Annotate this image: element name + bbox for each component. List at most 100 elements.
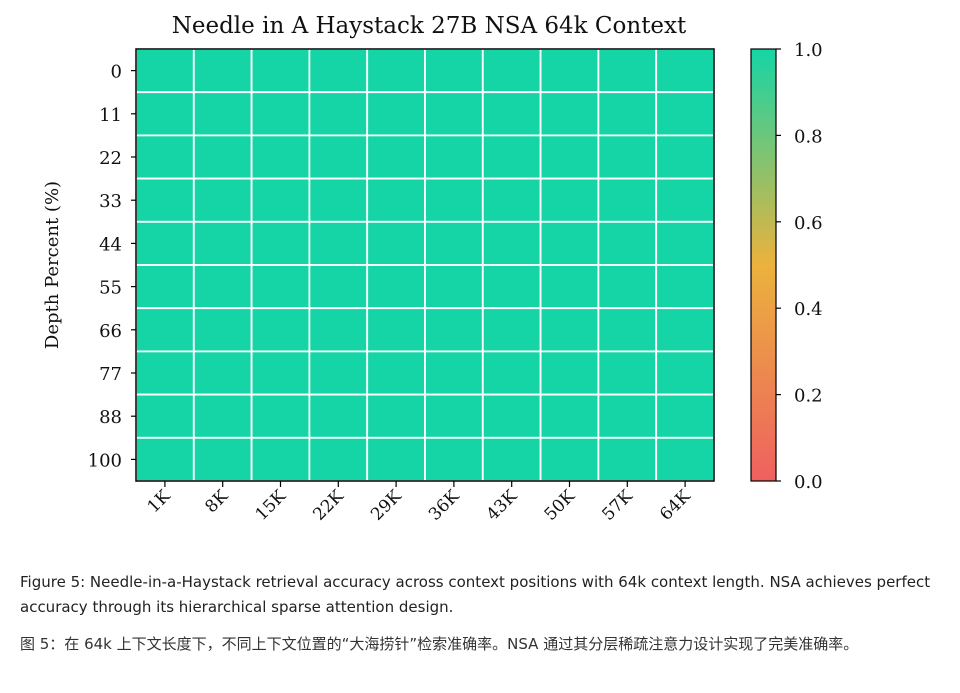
heatmap-cell xyxy=(539,307,600,353)
heatmap-cell xyxy=(539,350,600,396)
heatmap-cell xyxy=(655,48,715,94)
heatmap-cell xyxy=(597,48,658,94)
heatmap-cell xyxy=(308,177,369,223)
heatmap-cell xyxy=(424,264,484,310)
heatmap-cell xyxy=(135,350,195,396)
x-tick-label: 43K xyxy=(483,486,522,525)
heatmap-cell xyxy=(308,48,369,94)
heatmap-cell xyxy=(424,177,484,223)
x-tick-label: 50K xyxy=(541,486,580,525)
heatmap-cell xyxy=(366,436,426,482)
heatmap-cell xyxy=(655,177,715,223)
plot-frame xyxy=(135,48,715,482)
heatmap-cell xyxy=(135,134,195,180)
x-tick-label: 8K xyxy=(201,486,232,517)
heatmap-cell xyxy=(655,264,715,310)
heatmap-cell xyxy=(366,264,426,310)
y-tick-label: 22 xyxy=(99,148,122,169)
heatmap-cell xyxy=(250,264,311,310)
heatmap-cell xyxy=(192,264,253,310)
heatmap-cell xyxy=(655,91,715,137)
heatmap-cell xyxy=(655,393,715,439)
heatmap-cell xyxy=(597,307,658,353)
y-tick-label: 44 xyxy=(99,234,122,255)
heatmap-cell xyxy=(250,436,311,482)
heatmap-cell xyxy=(308,91,369,137)
heatmap-cell xyxy=(135,91,195,137)
y-tick-label: 33 xyxy=(99,191,122,212)
heatmap-cell xyxy=(424,350,484,396)
heatmap-cell xyxy=(366,307,426,353)
heatmap-cell xyxy=(481,220,542,266)
heatmap-cell xyxy=(481,436,542,482)
heatmap-cell xyxy=(424,91,484,137)
heatmap-cell xyxy=(192,134,253,180)
heatmap-cell xyxy=(250,91,311,137)
figure-caption-chinese: 图 5：在 64k 上下文长度下，不同上下文位置的“大海捞针”检索准确率。NSA… xyxy=(20,635,859,653)
heatmap-cell xyxy=(597,436,658,482)
chart-title: Needle in A Haystack 27B NSA 64k Context xyxy=(172,13,687,39)
heatmap-cell xyxy=(308,264,369,310)
heatmap-cell xyxy=(308,307,369,353)
heatmap-cell xyxy=(539,177,600,223)
heatmap-cell xyxy=(308,350,369,396)
heatmap-cell xyxy=(192,436,253,482)
heatmap-cell xyxy=(481,48,542,94)
heatmap-cell xyxy=(366,91,426,137)
heatmap-cell xyxy=(135,220,195,266)
heatmap-cell xyxy=(250,220,311,266)
heatmap-cell xyxy=(366,350,426,396)
heatmap-cell xyxy=(597,350,658,396)
heatmap-cell xyxy=(424,134,484,180)
heatmap-cell xyxy=(135,264,195,310)
heatmap-cell xyxy=(539,48,600,94)
x-tick-label: 36K xyxy=(425,486,464,525)
figure-caption-english: Figure 5: Needle-in-a-Haystack retrieval… xyxy=(20,573,931,616)
y-tick-label: 55 xyxy=(99,278,122,299)
heatmap-cell xyxy=(539,393,600,439)
x-tick-label: 1K xyxy=(144,486,175,517)
heatmap-cell xyxy=(597,264,658,310)
y-axis: 0 11 22 33 44 55 66 77 88 100 xyxy=(88,62,136,471)
colorbar-tick-label: 0.2 xyxy=(794,386,823,407)
heatmap-cell xyxy=(308,220,369,266)
heatmap-figure: Needle in A Haystack 27B NSA 64k Context… xyxy=(42,13,823,525)
heatmap-cell xyxy=(192,220,253,266)
heatmap-cell xyxy=(481,307,542,353)
heatmap-cell xyxy=(366,134,426,180)
heatmap-cell xyxy=(192,177,253,223)
heatmap-cell xyxy=(366,220,426,266)
heatmap-cell xyxy=(481,350,542,396)
heatmap-cell xyxy=(192,350,253,396)
heatmap-cell xyxy=(366,393,426,439)
heatmap-cell xyxy=(481,177,542,223)
heatmap-cell xyxy=(192,91,253,137)
heatmap-cell xyxy=(135,307,195,353)
heatmap-cell xyxy=(539,264,600,310)
heatmap-cell xyxy=(135,436,195,482)
heatmap-cell xyxy=(192,48,253,94)
heatmap-cell xyxy=(308,134,369,180)
x-tick-label: 22K xyxy=(309,486,348,525)
heatmap-cell xyxy=(424,220,484,266)
x-tick-label: 15K xyxy=(252,486,291,525)
heatmap-cell xyxy=(366,48,426,94)
colorbar-tick-label: 0.6 xyxy=(794,213,823,234)
heatmap-cell xyxy=(424,436,484,482)
heatmap-cell xyxy=(655,350,715,396)
heatmap-cell xyxy=(481,393,542,439)
x-axis: 1K 8K 15K 22K 29K 36K 43K 50K 57K 64K xyxy=(144,481,695,525)
colorbar-tick-label: 0.0 xyxy=(794,472,823,493)
colorbar-tick-label: 0.4 xyxy=(794,299,823,320)
x-tick-label: 29K xyxy=(367,486,406,525)
heatmap-cell xyxy=(539,436,600,482)
heatmap-cell xyxy=(250,134,311,180)
y-tick-label: 66 xyxy=(99,321,122,342)
heatmap-cell xyxy=(424,307,484,353)
heatmap-cell xyxy=(481,264,542,310)
heatmap-cells xyxy=(135,48,715,482)
heatmap-cell xyxy=(135,177,195,223)
heatmap-cell xyxy=(597,91,658,137)
heatmap-cell xyxy=(250,307,311,353)
x-tick-label: 57K xyxy=(598,486,637,525)
